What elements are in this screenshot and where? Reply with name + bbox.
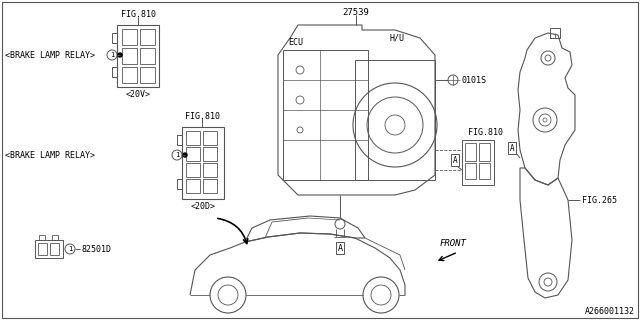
Bar	[38, 243, 47, 255]
Text: A: A	[452, 156, 458, 164]
FancyArrowPatch shape	[218, 219, 248, 244]
Bar	[140, 29, 155, 45]
Bar	[203, 131, 217, 145]
Bar	[112, 67, 117, 77]
Text: 82501D: 82501D	[81, 244, 111, 253]
Text: FIG.810: FIG.810	[184, 112, 220, 121]
Bar	[186, 131, 200, 145]
Bar	[465, 163, 476, 179]
Bar	[479, 143, 490, 161]
Bar	[140, 67, 155, 83]
Bar	[177, 135, 182, 145]
Bar	[112, 33, 117, 43]
Bar	[550, 28, 560, 38]
Text: ECU: ECU	[288, 38, 303, 47]
Bar	[186, 147, 200, 161]
Bar	[52, 235, 58, 240]
Bar	[35, 240, 63, 258]
Bar	[117, 25, 159, 87]
Circle shape	[118, 53, 122, 57]
Text: FIG.265: FIG.265	[582, 196, 617, 204]
Text: FRONT: FRONT	[440, 239, 467, 248]
Bar	[50, 243, 59, 255]
Text: <BRAKE LAMP RELAY>: <BRAKE LAMP RELAY>	[5, 51, 95, 60]
Bar	[182, 127, 224, 199]
Text: 1: 1	[175, 152, 179, 158]
Text: FIG.810: FIG.810	[468, 128, 503, 137]
Text: 1: 1	[110, 52, 114, 58]
Bar	[465, 143, 476, 161]
Bar	[479, 163, 490, 179]
Bar	[39, 235, 45, 240]
Bar	[122, 29, 137, 45]
Text: <20D>: <20D>	[191, 202, 216, 211]
Bar	[177, 179, 182, 189]
Text: 0101S: 0101S	[462, 76, 487, 84]
Bar	[203, 163, 217, 177]
Bar	[203, 179, 217, 193]
Text: 1: 1	[68, 246, 72, 252]
Circle shape	[183, 153, 187, 157]
Bar	[355, 60, 435, 180]
Text: A266001132: A266001132	[585, 307, 635, 316]
Text: A: A	[509, 143, 515, 153]
Bar	[122, 48, 137, 64]
Text: FIG.810: FIG.810	[120, 10, 156, 19]
Bar	[283, 50, 368, 180]
Bar	[462, 140, 494, 185]
Text: <20V>: <20V>	[125, 90, 150, 99]
Text: 27539: 27539	[342, 8, 369, 17]
Text: A: A	[337, 244, 342, 252]
Bar	[122, 67, 137, 83]
Text: <BRAKE LAMP RELAY>: <BRAKE LAMP RELAY>	[5, 150, 95, 159]
Bar	[186, 163, 200, 177]
Text: H/U: H/U	[390, 33, 405, 42]
Bar	[203, 147, 217, 161]
Bar	[186, 179, 200, 193]
Bar	[140, 48, 155, 64]
